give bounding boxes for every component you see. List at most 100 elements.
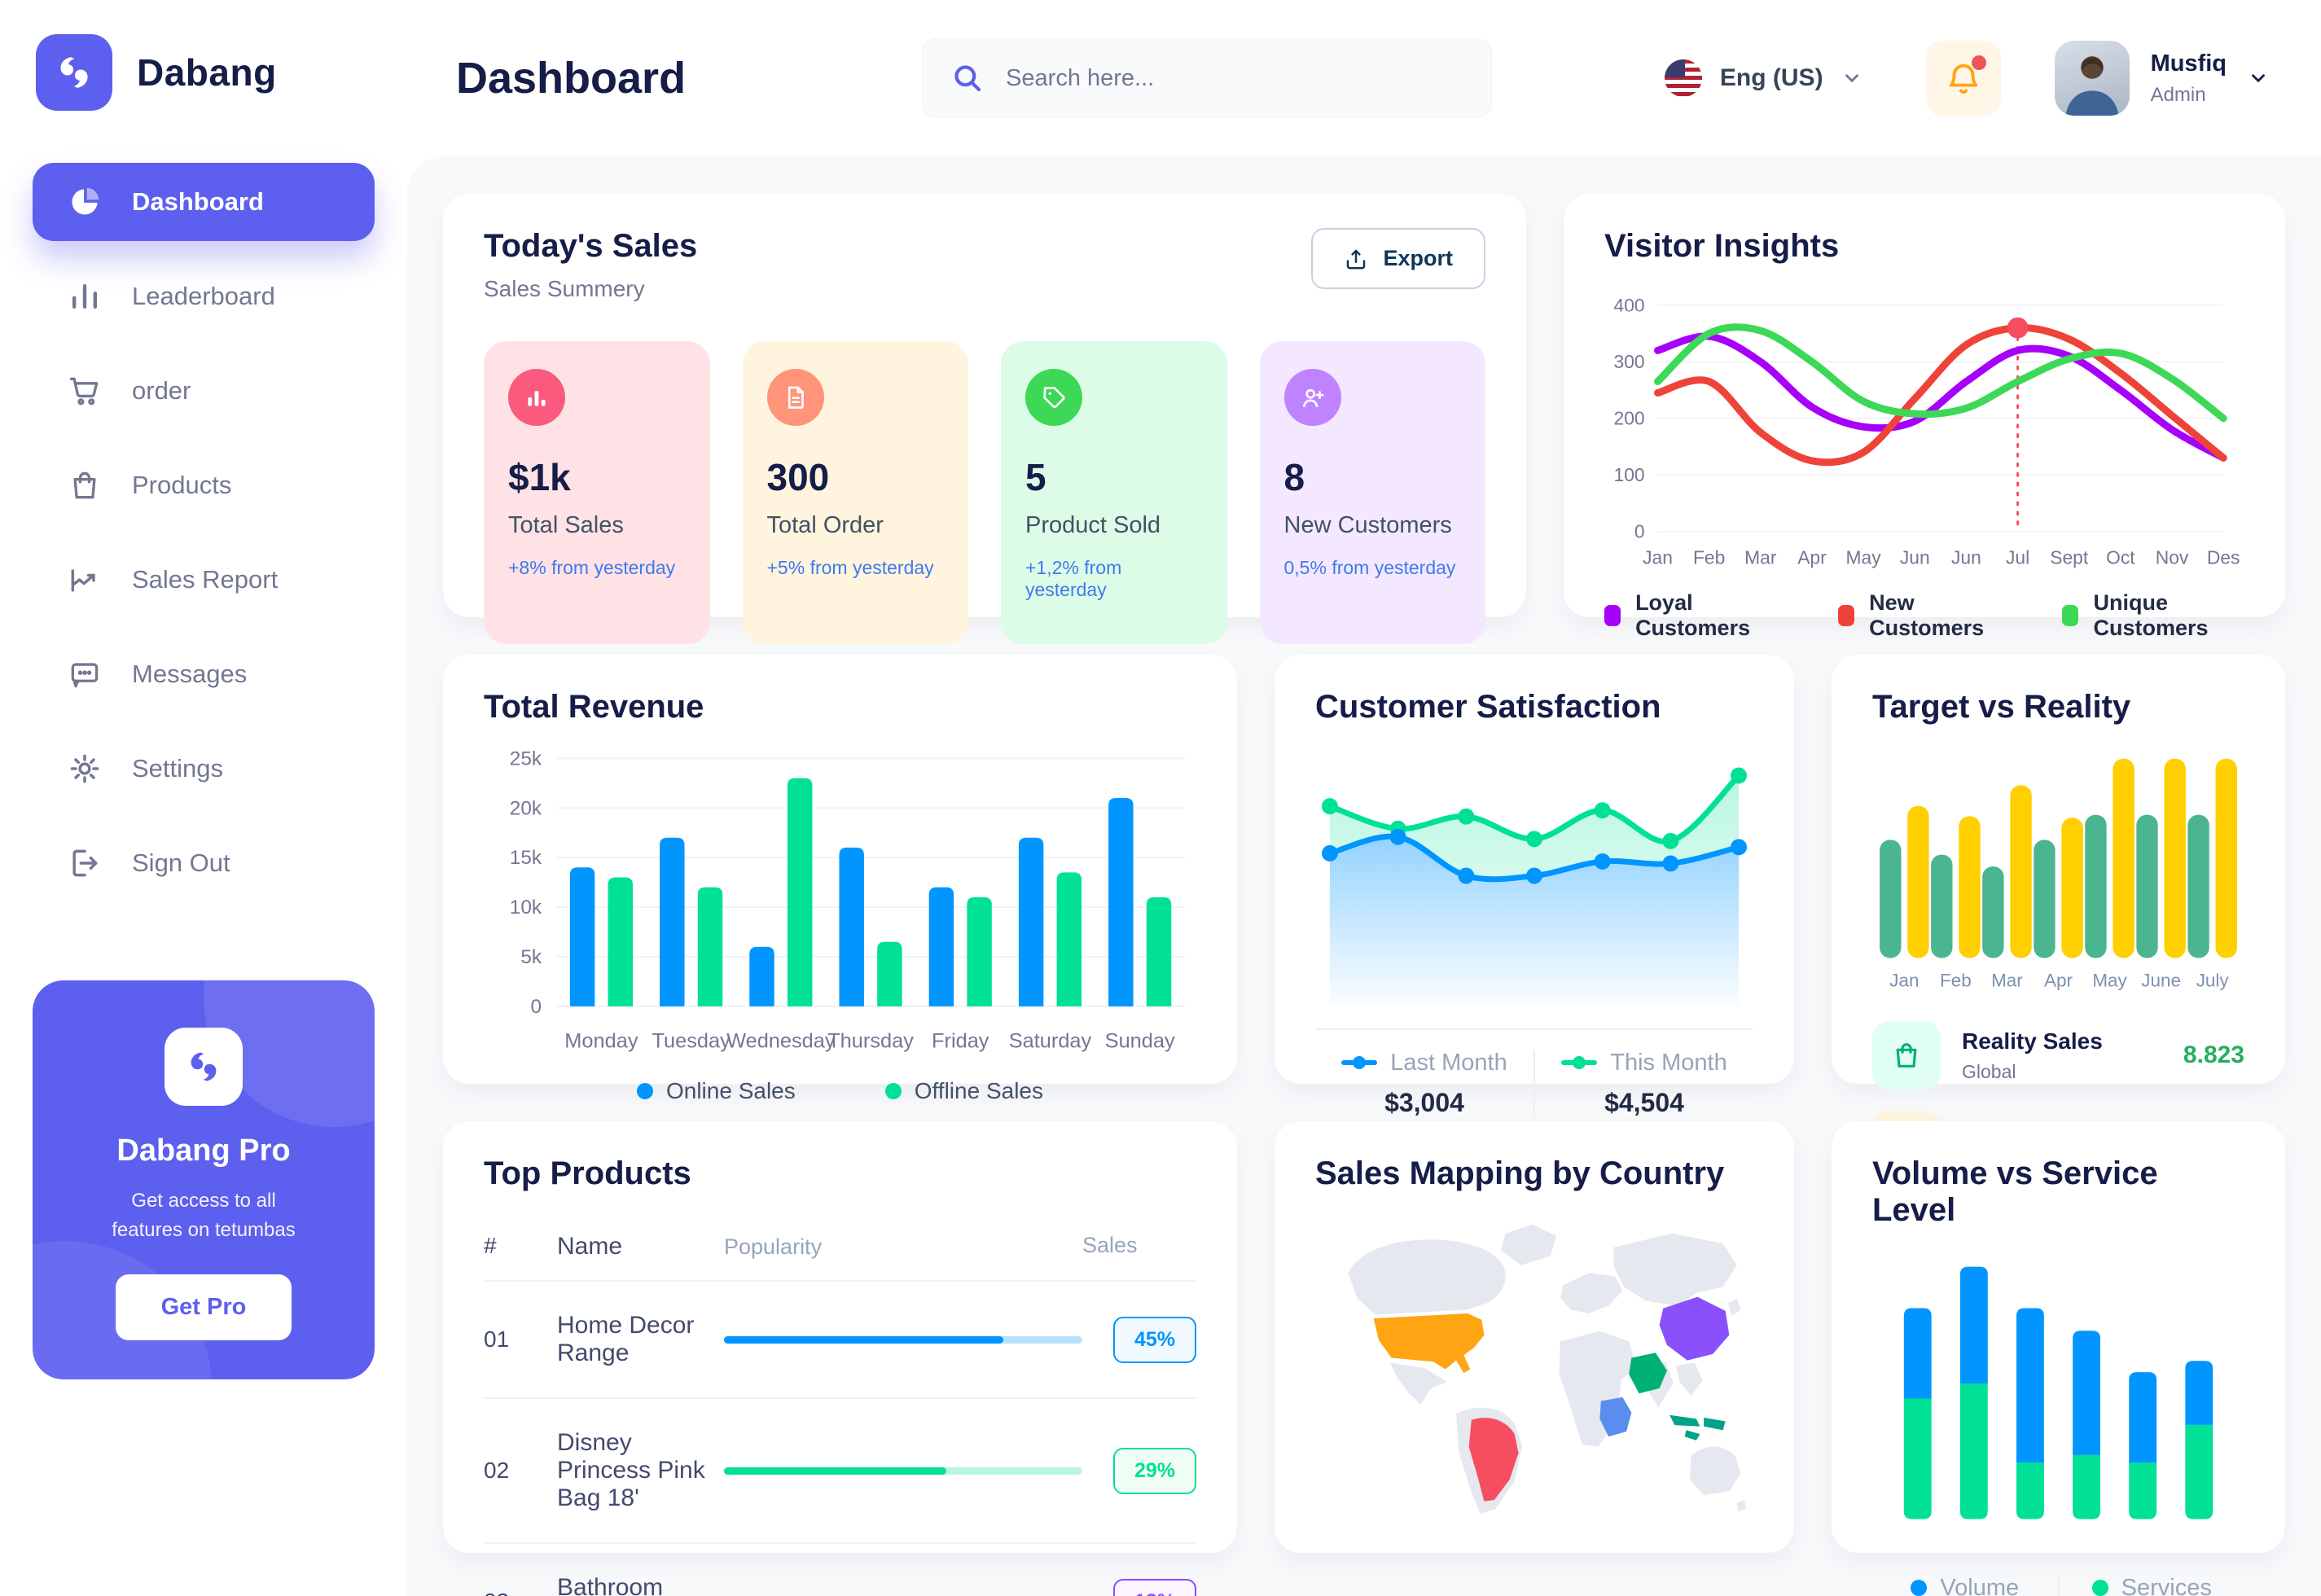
svg-text:0: 0 xyxy=(530,996,542,1018)
svg-text:July: July xyxy=(2196,971,2230,991)
sidebar-item-label: Sales Report xyxy=(132,565,279,594)
pro-desc-line1: Get access to all xyxy=(131,1190,276,1212)
product-sales: 18% xyxy=(1082,1578,1196,1596)
svg-text:Friday: Friday xyxy=(932,1030,989,1053)
customer-satisfaction-chart xyxy=(1315,726,1753,1014)
legend-marker-row: This Month xyxy=(1561,1050,1727,1076)
svg-text:20k: 20k xyxy=(510,797,542,819)
sidebar-item-products[interactable]: Products xyxy=(33,446,375,524)
svg-text:400: 400 xyxy=(1614,295,1645,316)
legend-marker-row: Services xyxy=(2091,1575,2212,1596)
settings-icon xyxy=(67,751,103,787)
visitor-insights-chart: 0 100 200 300 400 Jan Feb Mar Apr May Jun Jun Jul Sep… xyxy=(1604,265,2244,582)
language-label: Eng (US) xyxy=(1719,64,1823,91)
map-saudi-arabia[interactable] xyxy=(1629,1353,1667,1394)
notification-dot xyxy=(1971,55,1986,70)
world-map xyxy=(1348,1224,1746,1515)
sidebar-item-sign-out[interactable]: Sign Out xyxy=(33,824,375,902)
legend-swatch xyxy=(1838,605,1855,627)
header-name: Name xyxy=(557,1233,623,1260)
us-flag-icon xyxy=(1664,59,1702,97)
svg-text:Des: Des xyxy=(2207,546,2240,568)
svg-text:May: May xyxy=(2092,971,2127,991)
sidebar-item-sales-report[interactable]: Sales Report xyxy=(33,541,375,619)
get-pro-button[interactable]: Get Pro xyxy=(115,1274,292,1340)
legend-offline-sales: Offline Sales xyxy=(884,1078,1043,1104)
legend-name: Reality Sales xyxy=(1962,1028,2103,1054)
target-vs-reality-card: Target vs Reality Jan Feb Mar Apr May June Jul… xyxy=(1832,655,2285,1180)
stat-label: Total Order xyxy=(766,512,884,538)
total-revenue-title: Total Revenue xyxy=(484,689,704,725)
legend-dot xyxy=(1911,1580,1928,1596)
user-role: Admin xyxy=(2150,83,2206,106)
sidebar-item-leaderboard[interactable]: Leaderboard xyxy=(33,257,375,335)
user-info: Musfiq Admin xyxy=(2151,50,2227,107)
stat-label: Product Sold xyxy=(1025,512,1161,538)
sidebar: Dabang Dashboard Leaderboard order Products… xyxy=(0,0,407,1596)
notifications-button[interactable] xyxy=(1925,41,2001,116)
svg-text:Sunday: Sunday xyxy=(1105,1030,1175,1053)
visitor-insights-card: Visitor Insights 0 100 200 300 400 Jan Feb Mar A… xyxy=(1564,194,2285,640)
map-indonesia[interactable] xyxy=(1669,1414,1726,1440)
header-popularity: Popularity xyxy=(724,1234,823,1259)
map-united-states[interactable] xyxy=(1373,1313,1485,1374)
sales-report-icon xyxy=(67,562,103,598)
legend-online-sales: Online Sales xyxy=(636,1078,796,1104)
user-profile[interactable]: Musfiq Admin xyxy=(2054,41,2269,116)
search-box[interactable] xyxy=(922,38,1493,118)
stat-delta: +1,2% from yesterday xyxy=(1025,557,1122,600)
todays-sales-card: Today's Sales Sales Summery Export $1k To… xyxy=(443,194,1526,644)
map-china[interactable] xyxy=(1659,1296,1730,1361)
svg-text:0: 0 xyxy=(1634,521,1645,542)
sidebar-item-messages[interactable]: Messages xyxy=(33,635,375,713)
product-row: 03Bathroom Essentials 18% xyxy=(484,1544,1196,1596)
pro-logo-icon xyxy=(165,1028,243,1106)
visitor-insights-title: Visitor Insights xyxy=(1604,228,1840,264)
topbar: Dashboard Eng (US) xyxy=(407,0,2321,156)
product-sales: 29% xyxy=(1082,1447,1196,1494)
sidebar-item-label: Sign Out xyxy=(132,848,230,877)
total-revenue-legend: Online Sales Offline Sales xyxy=(484,1078,1196,1104)
customer-satisfaction-title: Customer Satisfaction xyxy=(1315,689,1661,725)
sidebar-item-dashboard[interactable]: Dashboard xyxy=(33,163,375,241)
legend-sub: Global xyxy=(1962,1060,2016,1082)
stat-delta: +8% from yesterday xyxy=(508,557,676,578)
map-greenland xyxy=(1500,1224,1557,1265)
avatar xyxy=(2054,41,2130,116)
svg-text:Nov: Nov xyxy=(2156,546,2189,568)
export-button[interactable]: Export xyxy=(1311,228,1485,289)
map-brazil[interactable] xyxy=(1468,1418,1519,1502)
product-sales: 45% xyxy=(1082,1316,1196,1363)
volume-service-legend: Volume1,135Services635 xyxy=(1872,1574,2244,1596)
customer-satisfaction-legend: Last Month $3,004 This Month $4,504 xyxy=(1315,1049,1753,1118)
export-icon xyxy=(1347,249,1366,269)
svg-text:15k: 15k xyxy=(510,847,542,869)
legend-loyal-customers: Loyal Customers xyxy=(1604,590,1773,641)
stat-label: New Customers xyxy=(1283,512,1452,538)
svg-text:June: June xyxy=(2141,971,2181,991)
svg-text:25k: 25k xyxy=(510,748,542,770)
svg-text:Mar: Mar xyxy=(1744,546,1777,568)
sidebar-item-order[interactable]: order xyxy=(33,352,375,430)
stat-label: Total Sales xyxy=(508,512,624,538)
svg-text:Jun: Jun xyxy=(1951,546,1981,568)
user-name: Musfiq xyxy=(2150,50,2227,77)
sales-mapping-card: Sales Mapping by Country xyxy=(1275,1121,1794,1553)
stat-card-new-customers: 8 New Customers 0,5% from yesterday xyxy=(1259,341,1485,644)
map-dr-congo[interactable] xyxy=(1599,1396,1632,1437)
legend-value: 8.823 xyxy=(2183,1041,2244,1069)
header-sales: Sales xyxy=(1082,1233,1138,1257)
map-indochina xyxy=(1675,1362,1703,1396)
language-selector[interactable]: Eng (US) xyxy=(1664,59,1863,97)
export-label: Export xyxy=(1383,246,1453,270)
search-input[interactable] xyxy=(1006,64,1464,92)
sidebar-item-label: Dashboard xyxy=(132,187,264,216)
divider xyxy=(1315,1028,1753,1030)
sidebar-item-settings[interactable]: Settings xyxy=(33,730,375,808)
sidebar-item-label: order xyxy=(132,376,191,405)
legend-marker xyxy=(1561,1056,1598,1070)
brand-name: Dabang xyxy=(137,51,277,94)
product-name: Disney Princess Pink Bag 18' xyxy=(557,1429,705,1511)
map-japan xyxy=(1727,1298,1741,1317)
legend-marker-row: Volume xyxy=(1911,1575,2019,1596)
